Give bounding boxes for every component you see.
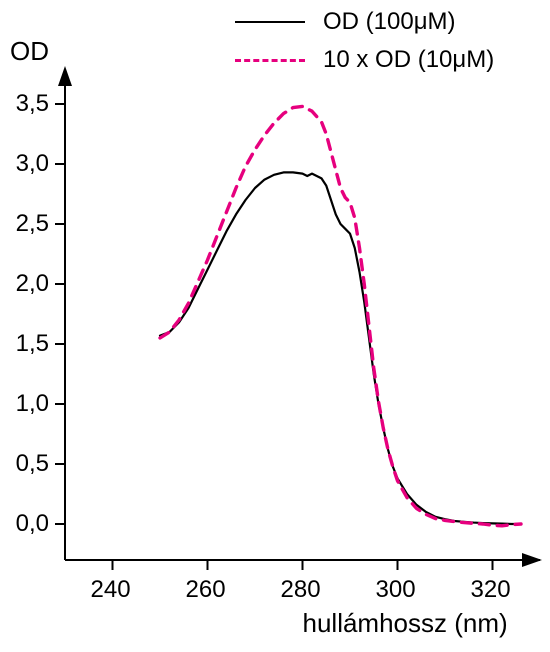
plot-svg — [0, 0, 550, 652]
x-tick-label: 280 — [281, 576, 321, 604]
y-tick-label: 1,0 — [16, 390, 49, 418]
y-tick-label: 3,0 — [16, 150, 49, 178]
od-spectrum-chart: OD OD (100μM) 10 x OD (10μM) hullámhossz… — [0, 0, 550, 652]
y-tick-label: 3,5 — [16, 90, 49, 118]
y-tick-label: 0,5 — [16, 450, 49, 478]
x-tick-label: 300 — [376, 576, 416, 604]
y-tick-label: 0,0 — [16, 510, 49, 538]
y-tick-label: 1,5 — [16, 330, 49, 358]
y-tick-label: 2,0 — [16, 270, 49, 298]
y-tick-label: 2,5 — [16, 210, 49, 238]
x-tick-label: 240 — [91, 576, 131, 604]
x-axis-title: hullámhossz (nm) — [303, 608, 508, 639]
x-tick-label: 320 — [471, 576, 511, 604]
x-tick-label: 260 — [186, 576, 226, 604]
